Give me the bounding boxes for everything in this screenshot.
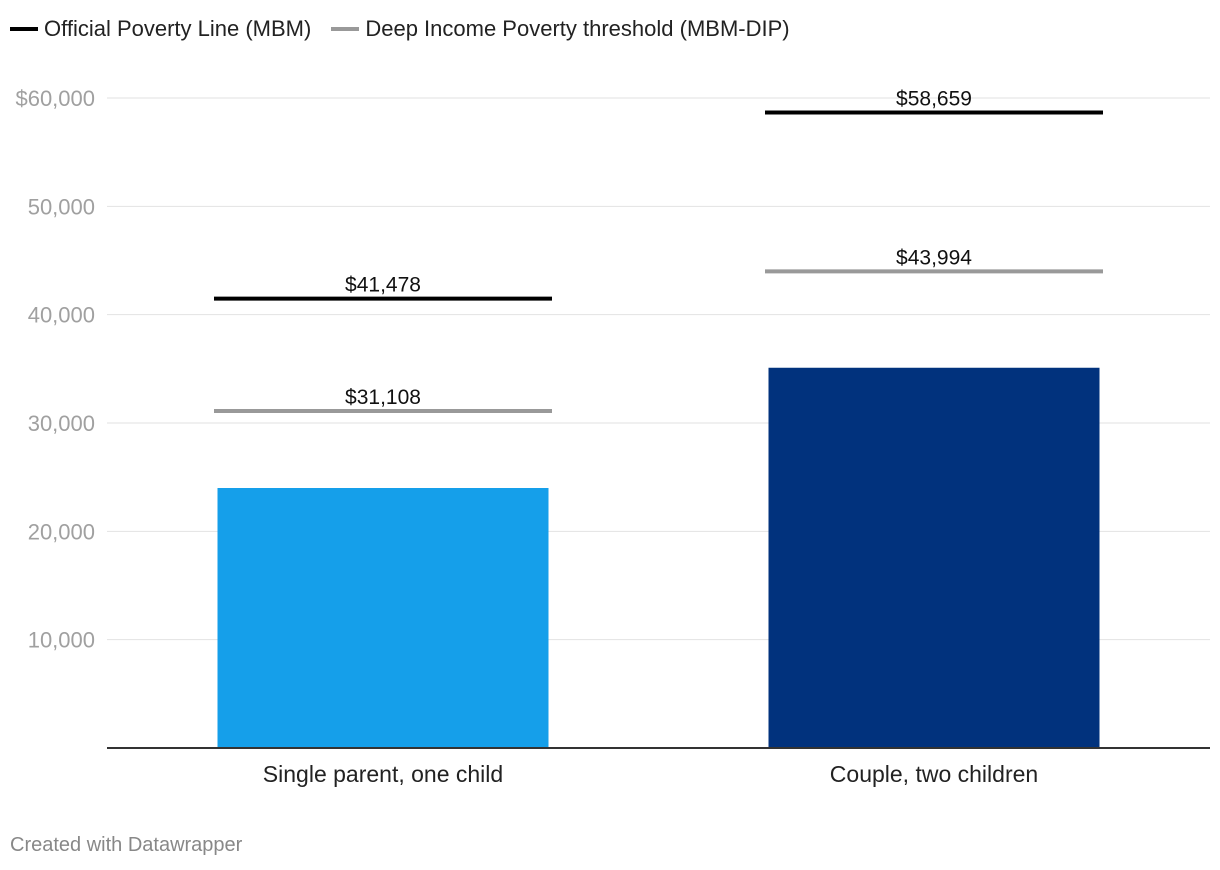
bar xyxy=(217,488,549,748)
legend-swatch-mbm xyxy=(10,27,38,31)
x-axis-ticks: Single parent, one child Couple, two chil… xyxy=(263,761,1038,787)
mbm-dip-data-label: $43,994 xyxy=(896,246,972,269)
y-tick-label: 40,000 xyxy=(28,303,95,328)
legend-item-mbm: Official Poverty Line (MBM) xyxy=(10,16,311,42)
mbm-data-label: $58,659 xyxy=(896,88,972,111)
y-axis-ticks: 10,000 20,000 30,000 40,000 50,000 $60,000 xyxy=(15,86,95,653)
x-tick-label: Couple, two children xyxy=(830,761,1038,787)
y-tick-label: 30,000 xyxy=(28,411,95,436)
legend-label-mbm: Official Poverty Line (MBM) xyxy=(44,16,312,41)
mbm-dip-data-label: $31,108 xyxy=(345,386,421,409)
legend-item-mbm-dip: Deep Income Poverty threshold (MBM-DIP) xyxy=(331,16,790,42)
x-tick-label: Single parent, one child xyxy=(263,761,503,787)
datawrapper-credit: Created with Datawrapper xyxy=(10,834,243,856)
y-tick-label: $60,000 xyxy=(15,86,95,111)
mbm-data-label: $41,478 xyxy=(345,274,421,297)
threshold-lines: $41,478 $58,659 $31,108 $43,994 xyxy=(214,88,1103,413)
chart-legend: Official Poverty Line (MBM) Deep Income … xyxy=(10,14,790,44)
bars xyxy=(217,367,1100,748)
legend-swatch-mbm-dip xyxy=(331,27,360,31)
legend-label-mbm-dip: Deep Income Poverty threshold (MBM-DIP) xyxy=(365,16,790,41)
bar xyxy=(768,367,1100,748)
y-tick-label: 50,000 xyxy=(28,194,95,219)
y-tick-label: 10,000 xyxy=(28,628,95,653)
y-tick-label: 20,000 xyxy=(28,519,95,544)
